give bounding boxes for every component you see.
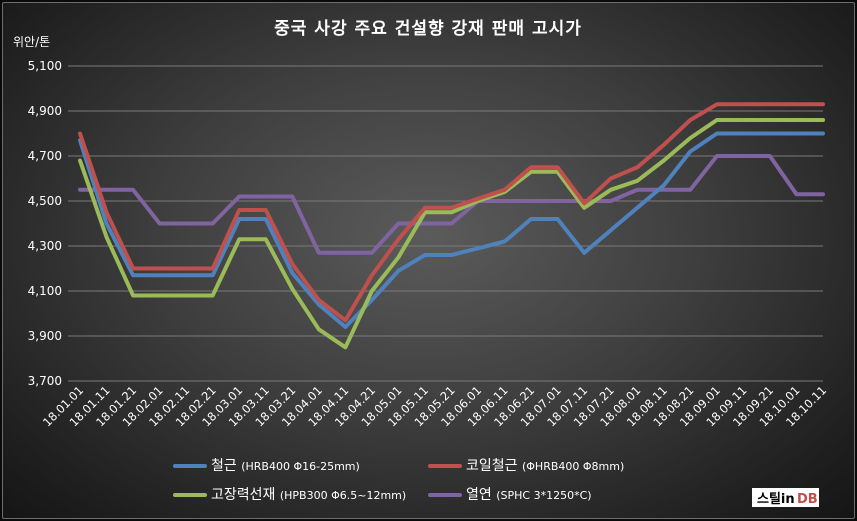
logo-db-text: DB	[797, 492, 818, 507]
legend-series-name: 철근	[211, 458, 241, 474]
logo-text: 스틸in	[757, 492, 795, 507]
axis-layer: 3,700 3,900 4,100 4,300 4,500 4,700 4,900 5,100…	[28, 59, 829, 429]
y-tick-label: 4,500	[28, 194, 62, 208]
legend-label: 철근 (HRB400 Φ16-25mm)	[211, 458, 360, 474]
y-tick-label: 4,900	[28, 104, 62, 118]
series-line-4	[78, 154, 825, 255]
legend-series-detail: (HPB300 Φ6.5~12mm)	[280, 489, 406, 502]
series-line-2	[78, 102, 825, 323]
y-tick-label: 5,100	[28, 59, 62, 73]
legend: 철근 (HRB400 Φ16-25mm) 코일철근 (ΦHRB400 Φ8mm) 고…	[173, 458, 624, 503]
y-axis-unit-label: 위안/톤	[13, 35, 50, 49]
legend-series-detail: (SPHC 3*1250*C)	[496, 489, 591, 502]
series-line-1	[78, 131, 825, 329]
logo-background	[752, 488, 819, 507]
y-tick-label: 4,100	[28, 284, 62, 298]
grid-layer	[68, 65, 823, 382]
y-tick-label: 4,300	[28, 239, 62, 253]
series-layer	[78, 102, 825, 350]
legend-series-name: 코일철근	[466, 458, 522, 474]
y-tick-label: 4,700	[28, 149, 62, 163]
legend-label: 열연 (SPHC 3*1250*C)	[466, 487, 592, 503]
legend-label: 코일철근 (ΦHRB400 Φ8mm)	[466, 458, 624, 474]
y-tick-label: 3,700	[28, 374, 62, 388]
chart-title: 중국 사강 주요 건설향 강재 판매 고시가	[274, 18, 582, 39]
legend-series-detail: (HRB400 Φ16-25mm)	[241, 460, 360, 473]
legend-series-name: 열연	[466, 487, 496, 503]
legend-label: 고장력선재 (HPB300 Φ6.5~12mm)	[211, 487, 406, 503]
legend-series-detail: (ΦHRB400 Φ8mm)	[522, 460, 624, 473]
logo: 스틸in DB	[752, 488, 819, 507]
y-tick-label: 3,900	[28, 329, 62, 343]
legend-series-name: 고장력선재	[211, 487, 280, 503]
series-line-3	[78, 118, 825, 350]
